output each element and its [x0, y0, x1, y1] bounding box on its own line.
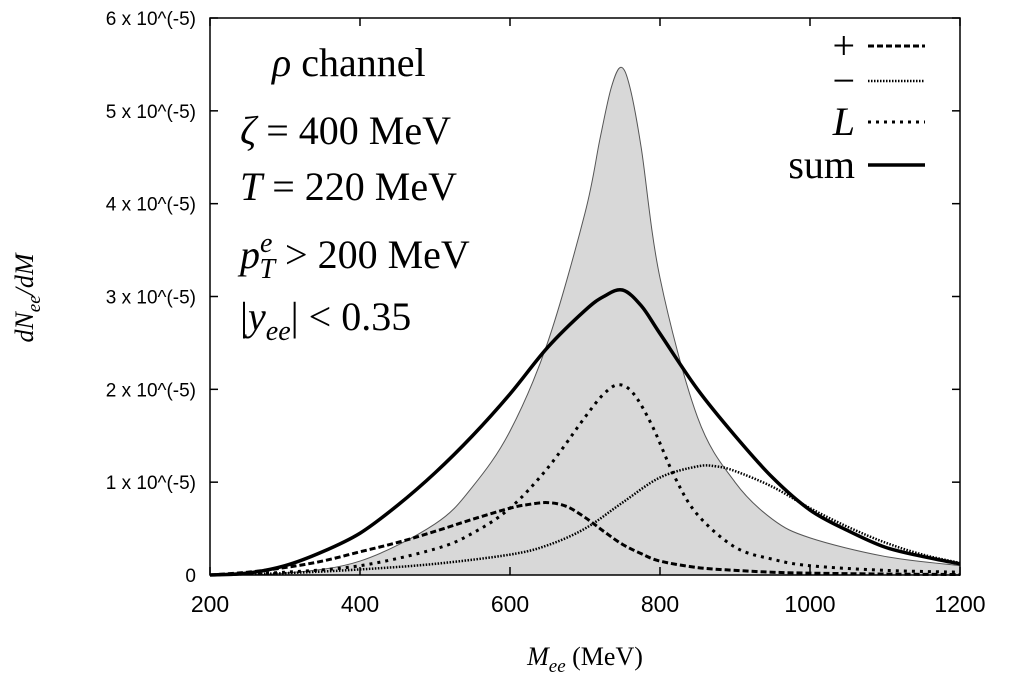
x-tick-label: 200	[191, 591, 229, 617]
y-axis-title-part: /dM	[10, 252, 39, 297]
y-tick-labels: 0 1 x 10^(-5) 2 x 10^(-5) 3 x 10^(-5) 4 x 10…	[106, 9, 196, 587]
y-tick-label: 3 x 10^(-5)	[106, 288, 196, 309]
y-axis-title-part: dN	[10, 311, 39, 343]
x-tick-label: 800	[641, 591, 679, 617]
y-tick-label: 0	[185, 566, 196, 587]
annotation-pt-part: e	[260, 228, 272, 259]
annotation-channel-part: channel	[291, 40, 425, 85]
annotation-pt: pe T > 200 MeV	[237, 228, 470, 285]
x-tick-label: 600	[491, 591, 529, 617]
series-line-plus	[209, 501, 961, 577]
y-tick-label: 5 x 10^(-5)	[106, 102, 196, 123]
series-reference-fill	[210, 67, 960, 575]
y-axis-title-part: ee	[24, 295, 45, 312]
legend-label-sum: sum	[788, 142, 855, 187]
x-axis-title-part: (MeV)	[566, 642, 643, 671]
shaded-reference-area	[209, 66, 961, 576]
annotation-rapidity: |yee| < 0.35	[240, 294, 411, 347]
x-tick-label: 400	[341, 591, 379, 617]
axis-ticks	[209, 17, 961, 576]
x-tick-label: 1200	[934, 591, 985, 617]
x-axis-title: Mee (MeV)	[526, 642, 643, 677]
annotation-rapidity-part: y	[244, 294, 266, 339]
annotation-temp: T = 220 MeV	[240, 164, 457, 209]
y-axis-title: dNee/dM	[10, 252, 45, 342]
annotation-pt-part: > 200 MeV	[275, 232, 470, 277]
series-reference-edge	[209, 66, 961, 576]
series-line-sum	[209, 287, 961, 577]
annotation-channel: ρ channel	[270, 40, 426, 85]
x-axis-title-part: ee	[549, 656, 566, 677]
x-tick-labels: 200 400 600 800 1000 1200	[191, 591, 986, 617]
y-tick-label: 1 x 10^(-5)	[106, 473, 196, 494]
x-tick-label: 1000	[784, 591, 835, 617]
annotation-zeta: ζ = 400 MeV	[240, 108, 451, 153]
annotation-pt-part: T	[259, 254, 277, 285]
x-axis-title-part: M	[526, 642, 550, 671]
legend-label-plus: +	[832, 23, 855, 68]
series-lines	[209, 287, 961, 577]
annotation-channel-part: ρ	[270, 40, 291, 85]
annotation-zeta-part: = 400 MeV	[256, 108, 451, 153]
annotation-temp-part: = 220 MeV	[262, 164, 457, 209]
series-line-l	[209, 383, 961, 577]
annotation-pt-part: p	[237, 232, 260, 277]
annotation-rapidity-part: ee	[266, 316, 291, 347]
y-tick-label: 2 x 10^(-5)	[106, 380, 196, 401]
annotation-rapidity-part: | < 0.35	[291, 294, 412, 339]
annotation-rapidity-part: |	[240, 294, 248, 339]
legend-label-minus: −	[832, 58, 855, 103]
annotation-zeta-part: ζ	[240, 108, 259, 153]
legend-label-l: L	[832, 99, 855, 144]
y-tick-label: 4 x 10^(-5)	[106, 195, 196, 216]
annotation-temp-part: T	[240, 164, 265, 209]
y-tick-label: 6 x 10^(-5)	[106, 9, 196, 30]
axis-titles: Mee (MeV)dNee/dM	[10, 252, 643, 677]
